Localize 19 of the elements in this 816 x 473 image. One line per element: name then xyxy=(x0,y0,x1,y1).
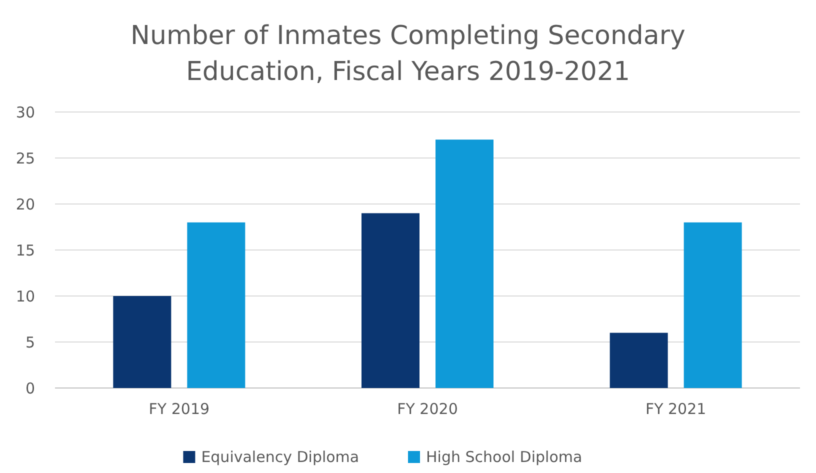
bar xyxy=(436,140,494,388)
y-tick-label: 25 xyxy=(16,149,35,168)
y-tick-label: 0 xyxy=(25,379,35,398)
y-tick-label: 15 xyxy=(16,241,35,260)
x-tick-label: FY 2020 xyxy=(397,400,458,418)
x-tick-label: FY 2019 xyxy=(148,400,210,418)
bar xyxy=(610,332,668,388)
y-tick-label: 10 xyxy=(16,287,35,306)
y-tick-label: 20 xyxy=(16,195,35,214)
legend-label: Equivalency Diploma xyxy=(201,448,360,466)
chart-title: Number of Inmates Completing Secondary Education, Fiscal Years 2019-2021 xyxy=(130,21,686,87)
legend-label: High School Diploma xyxy=(426,448,582,466)
y-tick-label: 5 xyxy=(25,333,35,352)
x-tick-label: FY 2021 xyxy=(645,400,706,418)
bar xyxy=(684,222,742,388)
y-tick-label: 30 xyxy=(16,103,35,122)
bar xyxy=(187,222,246,388)
bar xyxy=(113,296,172,388)
bar xyxy=(362,213,420,388)
